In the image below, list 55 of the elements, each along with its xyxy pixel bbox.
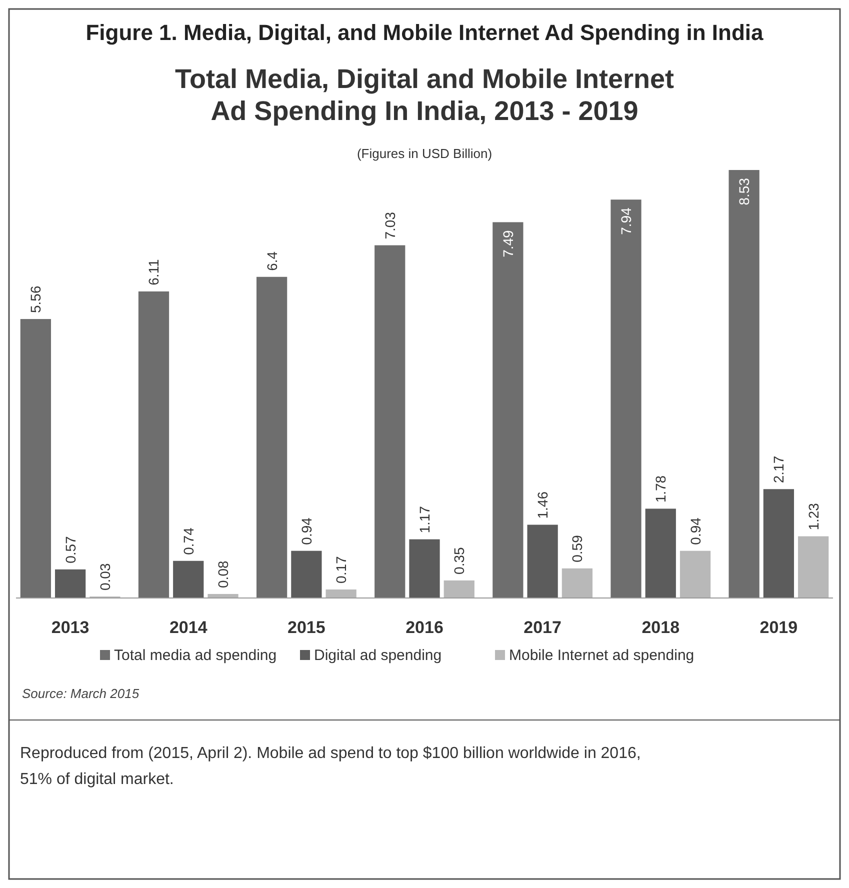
data-label: 0.74 — [180, 527, 196, 555]
data-label: 0.35 — [451, 546, 468, 574]
data-label: 0.94 — [687, 517, 704, 545]
data-label: 0.08 — [215, 560, 232, 588]
bar — [527, 524, 558, 598]
chart-subtitle: Total Media, Digital and Mobile Internet Ad Spending In India, 2013 - 2019 — [174, 64, 674, 126]
bar — [374, 245, 406, 598]
data-label: 7.03 — [382, 212, 398, 240]
data-label: 0.17 — [333, 556, 350, 584]
x-tick-label: 2016 — [406, 618, 444, 637]
bar — [256, 276, 288, 598]
bar — [54, 569, 86, 598]
bar — [492, 222, 524, 598]
data-label: 5.56 — [28, 286, 44, 314]
data-label: 2.17 — [770, 456, 787, 484]
x-tick-label: 2017 — [524, 618, 562, 637]
text: (Figures in USD Billion) — [356, 146, 492, 161]
x-tick-label: 2015 — [288, 618, 326, 637]
data-label: 1.78 — [652, 475, 669, 503]
text: Reproduced from (2015, April 2). Mobile ad spend to top $100 billion worldwide in 2016, 51% of digital market. — [20, 745, 641, 788]
data-label: 8.53 — [736, 178, 752, 206]
x-tick-label: 2014 — [169, 618, 208, 637]
data-label: 0.03 — [96, 563, 113, 590]
x-tick-label: 2019 — [760, 618, 798, 637]
bar — [728, 170, 760, 598]
data-label: 7.94 — [618, 207, 634, 235]
data-label: 1.46 — [534, 491, 551, 519]
data-label: 0.59 — [569, 534, 586, 562]
bar — [763, 489, 794, 598]
chart-title: Figure 1. Media, Digital, and Mobile Internet Ad Spending in India — [86, 20, 764, 45]
bar — [326, 589, 356, 598]
bar — [645, 508, 676, 598]
bar — [444, 580, 474, 598]
legend-label: Total media ad spending — [114, 647, 277, 664]
legend-label: Digital ad spending — [314, 647, 442, 664]
data-label: 1.23 — [805, 502, 822, 530]
bar — [20, 319, 51, 598]
data-label: 0.94 — [298, 517, 314, 545]
data-label: 6.11 — [146, 259, 162, 286]
data-label: 7.49 — [500, 230, 516, 258]
bar — [798, 536, 829, 598]
bar — [138, 291, 170, 598]
data-label: 6.4 — [264, 251, 280, 271]
bar — [409, 539, 440, 598]
legend-label: Mobile Internet ad spending — [509, 647, 694, 664]
bar — [291, 550, 322, 598]
x-tick-label: 2018 — [642, 618, 680, 637]
data-label: 0.57 — [62, 536, 78, 564]
bar — [610, 200, 642, 598]
data-label: 1.17 — [416, 506, 432, 534]
bar — [562, 568, 593, 598]
bar — [173, 560, 204, 598]
bar — [680, 550, 711, 598]
x-tick-label: 2013 — [51, 618, 90, 637]
source-note: Source: March 2015 — [22, 686, 140, 701]
